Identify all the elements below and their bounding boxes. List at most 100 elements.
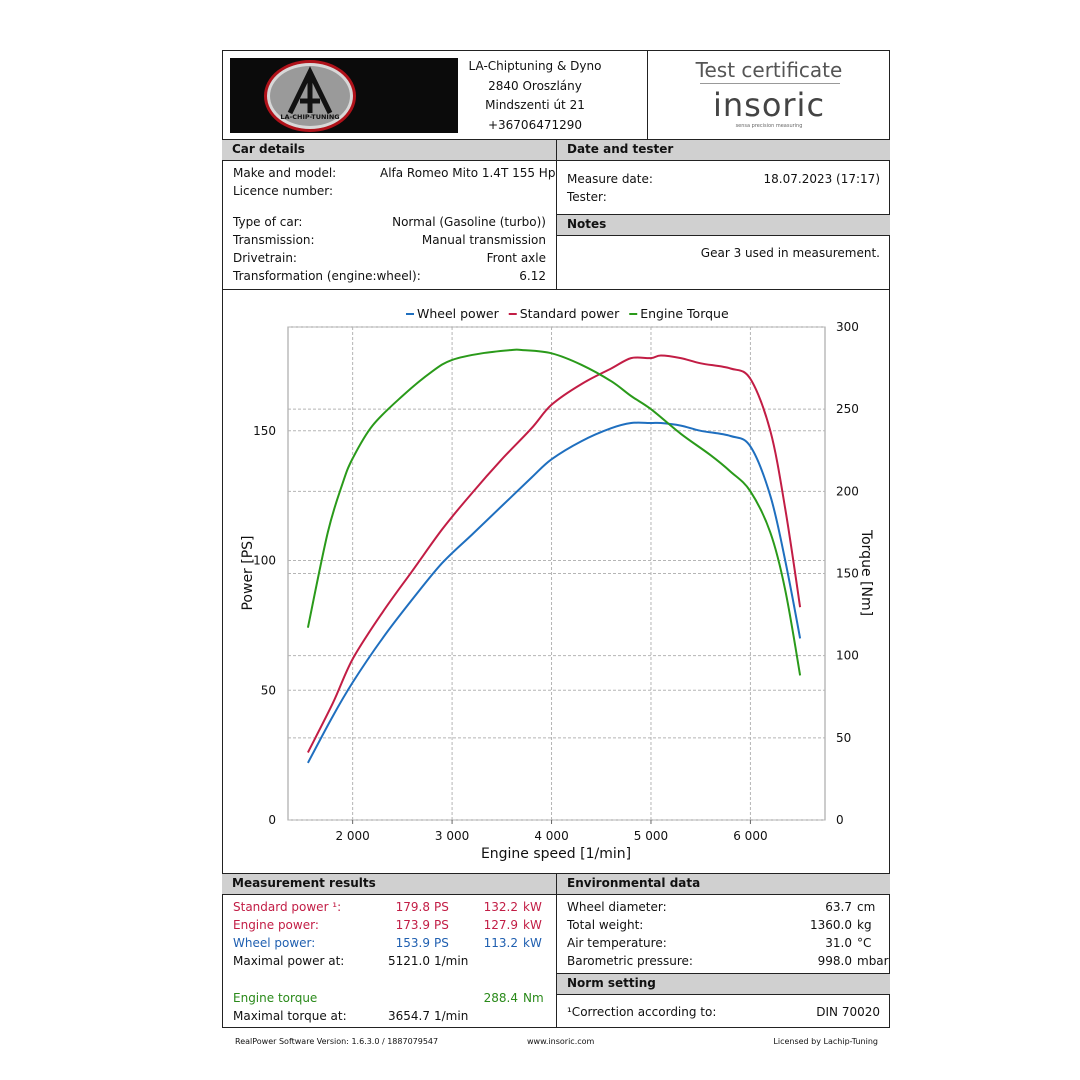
y-tick-label: 50: [261, 683, 276, 697]
details-bottom-rule: [222, 289, 890, 290]
measure-date-label: Measure date:: [567, 172, 653, 186]
make-model-label: Make and model:: [233, 166, 337, 180]
max-torque-label: Maximal torque at:: [233, 1009, 347, 1023]
make-model-value: Alfa Romeo Mito 1.4T 155 Hp: [380, 166, 556, 180]
series-line-wheel-power: [307, 421, 802, 764]
measurement-unit-kw: kW: [523, 918, 542, 932]
max-torque-unit: 1/min: [434, 1009, 469, 1023]
notes-text: Gear 3 used in measurement.: [700, 246, 880, 260]
transformation-value: 6.12: [519, 269, 546, 283]
norm-value: DIN 70020: [816, 1005, 880, 1019]
measurement-unit: PS: [434, 918, 449, 932]
series-line-standard-power: [307, 354, 802, 753]
measurement-value: 173.9: [395, 918, 430, 932]
environment-unit: kg: [857, 918, 872, 932]
y-tick-label: 100: [253, 554, 276, 568]
environment-label: Air temperature:: [567, 936, 667, 950]
x-tick-label: 3 000: [435, 829, 469, 843]
chart-ticks: 2 000 3 000 4 000 5 000 6 000 0 50 100 150 0 50 100…: [253, 320, 859, 843]
measurement-unit: PS: [434, 900, 449, 914]
y2-tick-label: 200: [836, 484, 859, 498]
company-name: LA-Chiptuning & Dyno: [468, 59, 602, 73]
drivetrain-label: Drivetrain:: [233, 251, 297, 265]
drivetrain-value: Front axle: [486, 251, 546, 265]
environment-label: Wheel diameter:: [567, 900, 667, 914]
footer-software-version: RealPower Software Version: 1.6.3.0 / 18…: [235, 1037, 439, 1046]
y-axis-label: Power [PS]: [240, 535, 256, 610]
y2-tick-label: 100: [836, 649, 859, 663]
licence-label: Licence number:: [233, 184, 334, 198]
certificate-title: Test certificate: [695, 58, 843, 82]
measurement-unit: 1/min: [434, 954, 469, 968]
x-tick-label: 5 000: [634, 829, 668, 843]
brand-tagline: sensa precision measuring: [735, 123, 803, 129]
transformation-label: Transformation (engine:wheel):: [233, 269, 421, 283]
type-value: Normal (Gasoline (turbo)): [392, 215, 546, 229]
logo-text: LA-CHIP-TUNING: [280, 113, 339, 121]
norm-setting-header: Norm setting: [556, 973, 890, 995]
engine-torque-label: Engine torque: [233, 991, 318, 1005]
title-underline: [700, 83, 840, 84]
x-tick-label: 2 000: [335, 829, 369, 843]
measure-date-value: 18.07.2023 (17:17): [763, 172, 880, 186]
chart-series: [306, 348, 802, 764]
notes-header: Notes: [556, 214, 890, 236]
footer-website: www.insoric.com: [527, 1037, 595, 1046]
measurement-label: Engine power:: [233, 918, 319, 932]
y2-tick-label: 150: [836, 567, 859, 581]
measurement-value: 5121.0: [388, 954, 430, 968]
car-details-header: Car details: [222, 139, 556, 161]
series-line-engine-torque: [306, 348, 802, 676]
legend-label: Wheel power: [417, 306, 500, 321]
environment-unit: cm: [857, 900, 876, 914]
environment-value: 1360.0: [810, 918, 852, 932]
max-torque-value: 3654.7: [388, 1009, 430, 1023]
measurement-value-kw: 132.2: [483, 900, 518, 914]
chart-legend: Wheel power Standard power Engine Torque: [406, 306, 729, 321]
measurement-value: 179.8: [395, 900, 430, 914]
measurement-value-kw: 113.2: [483, 936, 518, 950]
y-tick-label: 0: [268, 813, 276, 827]
environment-unit: °C: [857, 936, 872, 950]
environmental-header: Environmental data: [556, 873, 890, 895]
legend-label: Engine Torque: [640, 306, 729, 321]
legend-label: Standard power: [520, 306, 620, 321]
header-divider: [647, 50, 648, 140]
company-street: Mindszenti út 21: [485, 98, 585, 112]
measurement-label: Wheel power:: [233, 936, 316, 950]
footer-license: Licensed by Lachip-Tuning: [773, 1037, 878, 1046]
environment-value: 63.7: [825, 900, 852, 914]
y2-tick-label: 300: [836, 320, 859, 334]
y2-axis-label: Torque [Nm]: [858, 529, 874, 616]
norm-label: ¹Correction according to:: [567, 1005, 717, 1019]
transmission-value: Manual transmission: [421, 233, 546, 247]
y-tick-label: 150: [253, 424, 276, 438]
environment-value: 998.0: [817, 954, 852, 968]
measurement-value: 153.9: [395, 936, 430, 950]
environment-unit: mbar: [857, 954, 889, 968]
dyno-chart: Wheel power Standard power Engine Torque 2…: [240, 306, 874, 862]
environment-label: Barometric pressure:: [567, 954, 693, 968]
brand-logo: insoric: [712, 86, 826, 124]
x-tick-label: 6 000: [733, 829, 767, 843]
measurement-unit-kw: kW: [523, 936, 542, 950]
environment-value: 31.0: [825, 936, 852, 950]
date-tester-header: Date and tester: [556, 139, 890, 161]
engine-torque-unit: Nm: [523, 991, 544, 1005]
company-logo: LA-CHIP-TUNING: [230, 58, 458, 133]
measurement-unit-kw: kW: [523, 900, 542, 914]
chart-grid: [288, 326, 825, 821]
y2-tick-label: 0: [836, 813, 844, 827]
company-phone: +36706471290: [487, 118, 583, 132]
type-label: Type of car:: [233, 215, 303, 229]
engine-torque-value: 288.4: [483, 991, 518, 1005]
measurement-unit: PS: [434, 936, 449, 950]
measurement-results-header: Measurement results: [222, 873, 556, 895]
y2-tick-label: 250: [836, 402, 859, 416]
x-axis-label: Engine speed [1/min]: [481, 846, 631, 862]
transmission-label: Transmission:: [233, 233, 315, 247]
environment-label: Total weight:: [567, 918, 644, 932]
measurement-value-kw: 127.9: [483, 918, 518, 932]
tester-label: Tester:: [567, 190, 607, 204]
measurement-label: Maximal power at:: [233, 954, 345, 968]
